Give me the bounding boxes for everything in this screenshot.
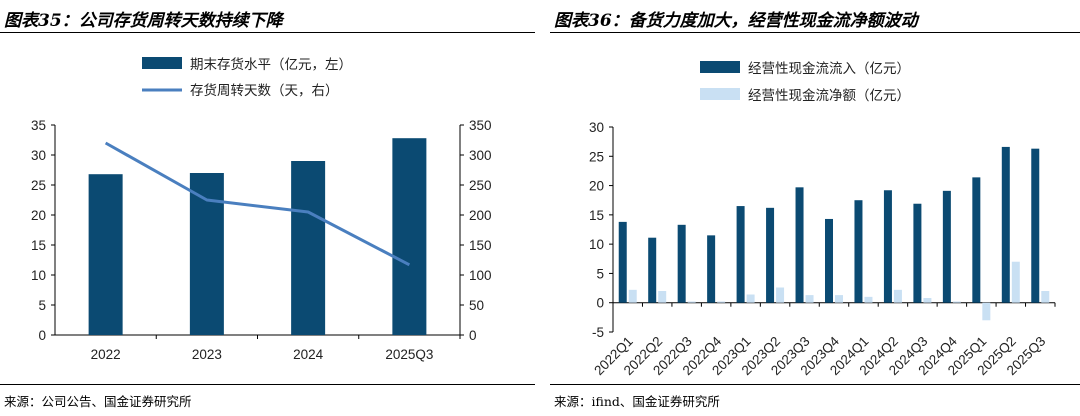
turnover-days-line bbox=[104, 141, 411, 267]
cashflow-net-bar bbox=[687, 301, 696, 303]
cashflow-net-bar bbox=[982, 302, 991, 321]
cashflow-net-bar bbox=[1041, 291, 1050, 303]
bottom-divider bbox=[0, 384, 535, 385]
title-divider bbox=[550, 32, 1080, 33]
left-y-tick-label: 20 bbox=[31, 208, 46, 223]
inventory-bar bbox=[189, 173, 224, 335]
legend-swatch-inflow bbox=[700, 61, 740, 73]
cashflow-inflow-bar bbox=[736, 206, 745, 303]
right-y-tick-label: 250 bbox=[469, 178, 492, 193]
cashflow-inflow-bar bbox=[618, 221, 627, 303]
cashflow-net-bar bbox=[805, 295, 814, 303]
x-tick-label: 2023 bbox=[192, 347, 222, 362]
cashflow-net-bar bbox=[746, 294, 755, 303]
right-chart-source: 来源：ifind、国金证券研究所 bbox=[554, 394, 720, 409]
y-tick-label: 15 bbox=[589, 208, 604, 223]
left-y-tick-label: 0 bbox=[38, 328, 46, 343]
cashflow-inflow-bar bbox=[825, 218, 833, 303]
cashflow-net-bar bbox=[1011, 261, 1020, 303]
cashflow-net-bar bbox=[952, 301, 961, 303]
cashflow-inflow-bar bbox=[766, 207, 775, 303]
cashflow-net-bar bbox=[628, 289, 637, 303]
y-tick-label: 0 bbox=[596, 296, 604, 311]
right-y-tick-label: 150 bbox=[469, 238, 492, 253]
right-y-tick-label: 100 bbox=[469, 268, 492, 283]
left-y-tick-label: 15 bbox=[31, 238, 46, 253]
left-chart-title: 图表35：公司存货周转天数持续下降 bbox=[4, 11, 283, 31]
left-y-tick-label: 10 bbox=[31, 268, 46, 283]
legend-swatch-inventory bbox=[142, 57, 182, 69]
cashflow-inflow-bar bbox=[1001, 146, 1010, 303]
x-tick-label: 2025Q3 bbox=[385, 347, 433, 362]
cashflow-net-bar bbox=[835, 295, 843, 303]
right-y-tick-label: 350 bbox=[469, 118, 492, 133]
legend-label-inventory: 期末存货水平（亿元，左） bbox=[190, 56, 352, 73]
inventory-bar bbox=[88, 174, 123, 335]
title-divider bbox=[0, 32, 535, 33]
x-tick-label: 2022 bbox=[91, 347, 121, 362]
legend-label-net: 经营性现金流净额（亿元） bbox=[748, 88, 910, 104]
cashflow-net-bar bbox=[864, 296, 873, 303]
left-chart-panel: 图表35：公司存货周转天数持续下降 0 5 10 15 20 25 30 35 0 50 100 15… bbox=[0, 0, 535, 416]
cashflow-inflow-bar bbox=[854, 200, 863, 303]
cashflow-net-bar bbox=[893, 289, 902, 303]
y-tick-label: 10 bbox=[589, 237, 604, 252]
cashflow-inflow-bar bbox=[972, 177, 981, 303]
y-tick-label: 20 bbox=[589, 179, 604, 194]
right-y-tick-label: 50 bbox=[469, 298, 484, 313]
left-y-tick-label: 35 bbox=[31, 118, 46, 133]
bottom-divider bbox=[550, 384, 1080, 385]
left-y-tick-label: 5 bbox=[38, 298, 46, 313]
cashflow-net-bar bbox=[923, 298, 932, 303]
y-tick-label: 5 bbox=[596, 266, 604, 281]
cashflow-inflow-bar bbox=[883, 190, 892, 303]
left-y-tick-label: 25 bbox=[31, 178, 46, 193]
cashflow-inflow-bar bbox=[648, 237, 657, 303]
inventory-bar bbox=[392, 138, 427, 335]
right-chart-title: 图表36：备货力度加大，经营性现金流净额波动 bbox=[554, 11, 918, 31]
cashflow-net-bar bbox=[776, 287, 785, 303]
legend-label-inflow: 经营性现金流流入（亿元） bbox=[748, 61, 910, 77]
cashflow-inflow-bar bbox=[913, 203, 922, 303]
legend-label-turnover: 存货周转天数（天，右） bbox=[190, 82, 339, 99]
cashflow-inflow-bar bbox=[707, 235, 716, 303]
y-tick-label: 25 bbox=[589, 149, 604, 164]
left-y-tick-label: 30 bbox=[31, 148, 46, 163]
cashflow-inflow-bar bbox=[795, 187, 804, 303]
y-tick-label: 30 bbox=[589, 120, 604, 135]
cashflow-inflow-bar bbox=[1031, 148, 1040, 303]
cashflow-inflow-bar bbox=[942, 190, 951, 303]
cashflow-net-bar bbox=[717, 301, 726, 303]
legend-swatch-net bbox=[700, 88, 740, 100]
x-tick-label: 2024 bbox=[293, 347, 324, 362]
right-y-tick-label: 0 bbox=[469, 328, 477, 343]
cashflow-chart: -50510152025302022Q12022Q22022Q32022Q420… bbox=[589, 61, 1056, 378]
cashflow-inflow-bar bbox=[677, 224, 686, 303]
cashflow-net-bar bbox=[658, 291, 667, 303]
right-chart-panel: 图表36：备货力度加大，经营性现金流净额波动 -5 0 5 10 15 20 25 30 202… bbox=[550, 0, 1080, 416]
inventory-bar bbox=[291, 161, 326, 335]
y-tick-label: -5 bbox=[592, 325, 604, 340]
right-y-tick-label: 300 bbox=[469, 148, 492, 163]
right-y-tick-label: 200 bbox=[469, 208, 492, 223]
left-chart-source: 来源：公司公告、国金证券研究所 bbox=[4, 394, 192, 409]
